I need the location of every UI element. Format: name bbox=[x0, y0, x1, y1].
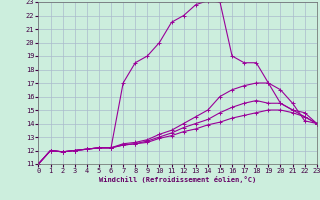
X-axis label: Windchill (Refroidissement éolien,°C): Windchill (Refroidissement éolien,°C) bbox=[99, 176, 256, 183]
